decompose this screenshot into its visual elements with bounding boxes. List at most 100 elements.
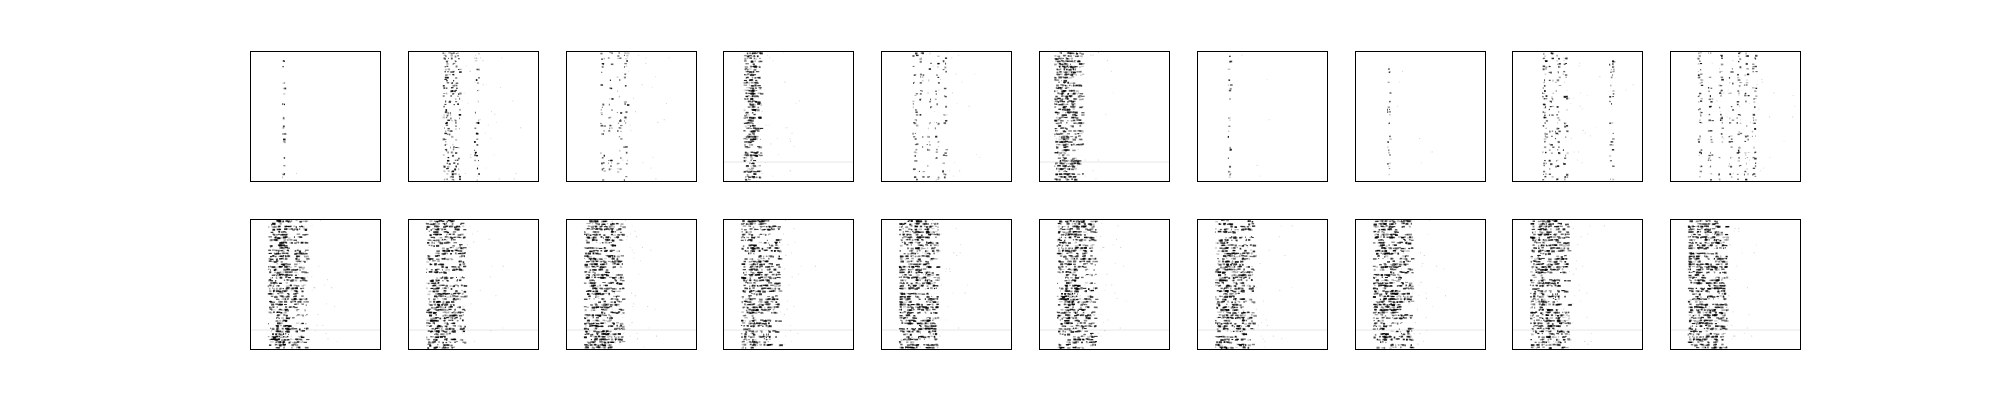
heatmap-cell [609, 261, 613, 263]
heatmap-cell [1067, 176, 1070, 178]
heatmap-cell [1737, 103, 1739, 106]
heatmap-cell [1698, 54, 1701, 57]
heatmap-cell [270, 239, 273, 241]
heatmap-cell [1055, 79, 1058, 81]
heatmap-cell [434, 327, 438, 329]
heatmap-cell [1066, 84, 1069, 87]
heatmap-cell [456, 52, 459, 54]
heatmap-cell [293, 341, 297, 344]
heatmap-cell [746, 76, 749, 79]
heatmap-cell [929, 100, 931, 103]
heatmap-cell [306, 258, 310, 260]
heatmap-cell [290, 279, 294, 282]
heatmap-cell [922, 52, 925, 55]
heatmap-cell [1737, 79, 1739, 81]
heatmap-cell [780, 249, 782, 251]
heatmap-cell [459, 295, 463, 298]
heatmap-cell [284, 236, 288, 238]
heatmap-cell [1054, 63, 1057, 66]
heatmap-cell [1068, 100, 1072, 102]
heatmap-cell [759, 266, 761, 269]
heatmap-cell [434, 341, 436, 343]
heatmap-cell [598, 228, 601, 230]
heatmap-cell [1070, 159, 1074, 161]
heatmap-cell [741, 231, 744, 233]
heatmap-cell [616, 171, 619, 173]
heatmap-cell [743, 269, 747, 271]
heatmap-cell [1075, 84, 1079, 86]
heatmap-cell [1719, 71, 1721, 73]
heatmap-cell [273, 260, 274, 262]
heatmap-cell [1062, 136, 1066, 139]
heatmap-cell [584, 333, 586, 335]
heatmap-cell [300, 225, 304, 228]
heatmap-cell [783, 52, 785, 54]
heatmap-cell [754, 125, 757, 127]
heatmap-cell [447, 315, 451, 317]
heatmap-cell [1564, 176, 1567, 178]
heatmap-cell [619, 225, 622, 228]
heatmap-cell [768, 225, 771, 227]
heatmap-cell [589, 304, 593, 306]
heatmap-cell [463, 92, 465, 94]
heatmap-cell [1064, 84, 1066, 86]
heatmap-cell [1389, 92, 1392, 94]
heatmap-cell [1268, 119, 1270, 121]
heatmap-cell [771, 250, 774, 252]
heatmap-cell [434, 301, 437, 303]
heatmap-cell [427, 338, 430, 340]
heatmap-cell [1078, 84, 1083, 87]
heatmap-cell [585, 261, 589, 263]
heatmap-cell [752, 92, 755, 94]
heatmap-cell [613, 292, 615, 294]
heatmap-cell [605, 304, 607, 306]
heatmap-cell [752, 103, 755, 106]
heatmap-cell [1064, 73, 1068, 76]
heatmap-cell [592, 287, 596, 289]
heatmap-cell [768, 255, 773, 257]
heatmap-cell [600, 133, 602, 135]
heatmap-cell [616, 258, 618, 261]
heatmap-cell [436, 295, 440, 297]
heatmap-cell [433, 245, 435, 247]
heatmap-cell [777, 250, 781, 252]
heatmap-cell [426, 336, 428, 339]
heatmap-cell [295, 260, 299, 262]
heatmap-cell [1754, 65, 1758, 68]
heatmap-cell [608, 255, 611, 257]
heatmap-cell [282, 336, 285, 338]
heatmap-cell [457, 55, 459, 57]
heatmap-cell [605, 263, 607, 265]
heatmap-cell [1699, 176, 1701, 178]
heatmap-cell [593, 339, 596, 341]
heatmap-cell [301, 277, 305, 279]
heatmap-cell [597, 276, 601, 279]
heatmap-cell [608, 103, 610, 106]
heatmap-cell [770, 143, 772, 145]
heatmap-cell [282, 66, 284, 68]
heatmap-cell [477, 68, 480, 71]
heatmap-cell [618, 328, 621, 330]
heatmap-cell [453, 236, 456, 239]
heatmap-cell [1097, 159, 1099, 161]
heatmap-cell [588, 323, 593, 325]
heatmap-cell [594, 225, 596, 228]
heatmap-cell [1544, 111, 1546, 114]
heatmap-cell [446, 252, 448, 255]
heatmap-cell [1700, 55, 1702, 58]
heatmap-cell [435, 293, 438, 295]
heatmap-cell [757, 271, 760, 273]
heatmap-cell [754, 269, 758, 271]
heatmap-cell [444, 271, 446, 273]
heatmap-cell [1059, 152, 1063, 154]
heatmap-cell [436, 225, 440, 227]
heatmap-cell [449, 112, 451, 115]
heatmap-cell [1070, 120, 1073, 122]
heatmap-cell [270, 338, 273, 340]
heatmap-cell [1061, 143, 1064, 146]
heatmap-cell [276, 277, 278, 279]
heatmap-cell [759, 266, 762, 268]
heatmap-cell [1070, 116, 1075, 119]
heatmap-cell [285, 332, 287, 335]
heatmap-cell [447, 269, 450, 271]
